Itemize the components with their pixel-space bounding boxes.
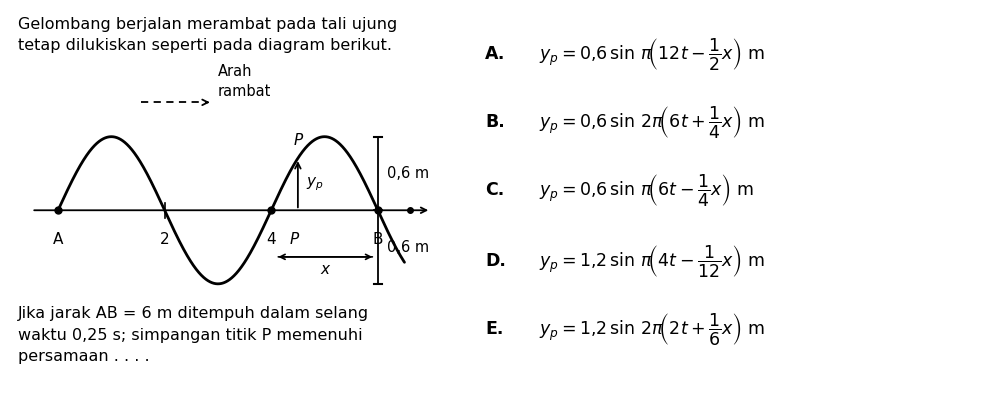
Text: D.: D. [485, 252, 506, 270]
Text: 0,6 m: 0,6 m [387, 166, 429, 181]
Text: $y_p = 0{,}6\,\sin\,\pi\!\left(12t - \dfrac{1}{2}x\right)$ m: $y_p = 0{,}6\,\sin\,\pi\!\left(12t - \df… [539, 36, 765, 72]
Text: B: B [373, 232, 383, 248]
Text: $y_p = 0{,}6\,\sin\,\pi\!\left(6t - \dfrac{1}{4}x\right)$ m: $y_p = 0{,}6\,\sin\,\pi\!\left(6t - \dfr… [539, 172, 754, 208]
Text: C.: C. [485, 181, 504, 200]
Text: x: x [320, 262, 329, 277]
Text: 4: 4 [266, 232, 276, 248]
Text: E.: E. [485, 320, 503, 338]
Text: $y_p = 0{,}6\,\sin\,2\pi\!\left(6t + \dfrac{1}{4}x\right)$ m: $y_p = 0{,}6\,\sin\,2\pi\!\left(6t + \df… [539, 104, 765, 140]
Text: B.: B. [485, 113, 505, 131]
Text: A: A [52, 232, 64, 248]
Text: Arah
rambat: Arah rambat [218, 64, 271, 99]
Text: A.: A. [485, 44, 505, 63]
Text: $y_p = 1{,}2\,\sin\,\pi\!\left(4t - \dfrac{1}{12}x\right)$ m: $y_p = 1{,}2\,\sin\,\pi\!\left(4t - \dfr… [539, 243, 765, 279]
Text: Jika jarak AB = 6 m ditempuh dalam selang
waktu 0,25 s; simpangan titik P memenu: Jika jarak AB = 6 m ditempuh dalam selan… [18, 306, 369, 364]
Text: Gelombang berjalan merambat pada tali ujung
tetap dilukiskan seperti pada diagra: Gelombang berjalan merambat pada tali uj… [18, 17, 397, 53]
Text: 0,6 m: 0,6 m [387, 240, 429, 255]
Text: P: P [290, 232, 299, 248]
Text: $y_p = 1{,}2\,\sin\,2\pi\!\left(2t + \dfrac{1}{6}x\right)$ m: $y_p = 1{,}2\,\sin\,2\pi\!\left(2t + \df… [539, 311, 765, 347]
Text: P: P [293, 133, 302, 148]
Text: 2: 2 [160, 232, 169, 248]
Text: $y_p$: $y_p$ [305, 175, 324, 193]
